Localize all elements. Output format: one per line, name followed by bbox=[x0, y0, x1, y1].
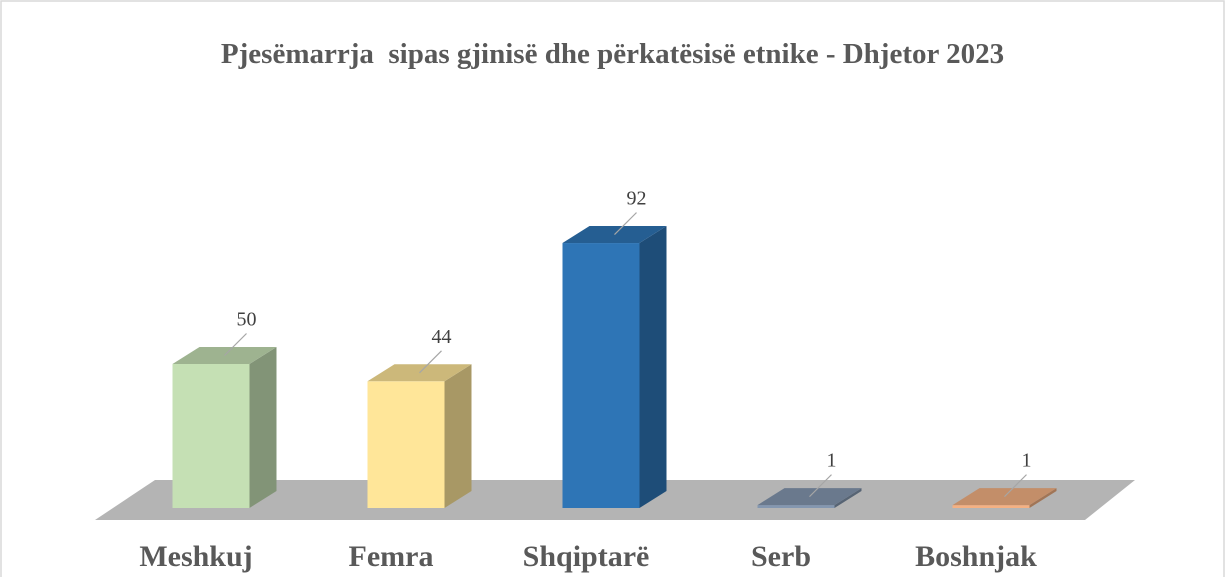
chart-title: Pjesëmarrja sipas gjinisë dhe përkatësis… bbox=[220, 38, 1005, 70]
x-tick-label: Shqiptarë bbox=[523, 540, 650, 573]
data-label: 50 bbox=[237, 309, 257, 331]
bar-side bbox=[1029, 488, 1057, 508]
bar bbox=[367, 381, 445, 508]
data-label: 1 bbox=[827, 450, 837, 472]
leader-line bbox=[614, 212, 637, 235]
data-label: 44 bbox=[432, 326, 452, 348]
bar bbox=[562, 243, 640, 509]
bar-side bbox=[444, 364, 472, 508]
leader-line bbox=[1004, 474, 1027, 498]
bar-side bbox=[834, 488, 862, 508]
data-label: 1 bbox=[1022, 450, 1032, 472]
x-tick-label: Meshkuj bbox=[139, 540, 252, 573]
leader-line bbox=[809, 474, 832, 498]
leader-line bbox=[419, 350, 442, 374]
bar bbox=[172, 364, 250, 508]
bar-side bbox=[639, 226, 667, 509]
bar bbox=[757, 505, 835, 508]
x-tick-label: Boshnjak bbox=[915, 540, 1037, 573]
bar bbox=[952, 505, 1030, 508]
leader-line bbox=[224, 333, 247, 356]
x-tick-label: Femra bbox=[349, 540, 434, 573]
x-tick-label: Serb bbox=[751, 540, 811, 573]
data-label: 92 bbox=[627, 188, 647, 210]
bar-side bbox=[249, 347, 277, 508]
